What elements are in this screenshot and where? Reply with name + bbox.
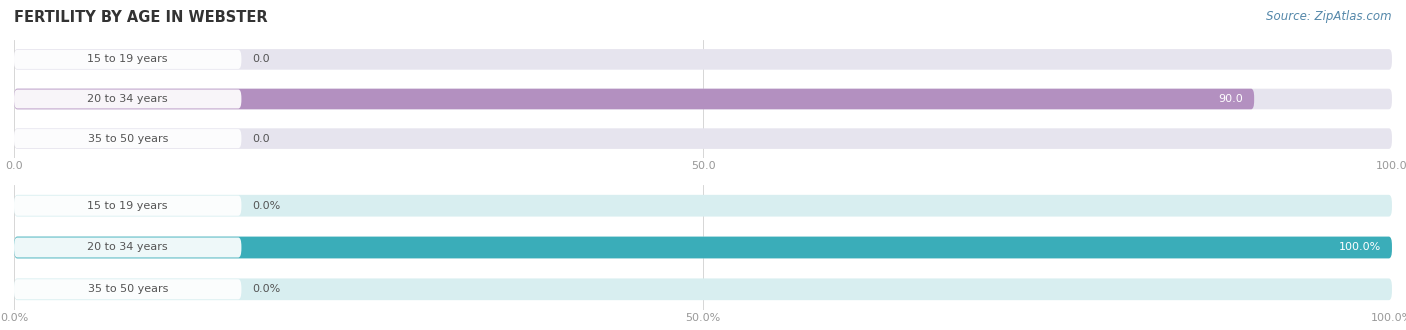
- FancyBboxPatch shape: [14, 49, 1392, 70]
- Text: 0.0: 0.0: [253, 134, 270, 144]
- FancyBboxPatch shape: [14, 195, 1392, 216]
- FancyBboxPatch shape: [14, 237, 1392, 258]
- Text: 15 to 19 years: 15 to 19 years: [87, 201, 167, 211]
- FancyBboxPatch shape: [14, 238, 242, 257]
- FancyBboxPatch shape: [14, 89, 1254, 109]
- Text: 90.0: 90.0: [1219, 94, 1243, 104]
- FancyBboxPatch shape: [14, 279, 242, 299]
- Text: 20 to 34 years: 20 to 34 years: [87, 94, 169, 104]
- FancyBboxPatch shape: [14, 128, 1392, 149]
- Text: Source: ZipAtlas.com: Source: ZipAtlas.com: [1267, 10, 1392, 23]
- FancyBboxPatch shape: [14, 89, 242, 109]
- FancyBboxPatch shape: [14, 129, 242, 148]
- Text: 0.0: 0.0: [253, 54, 270, 64]
- Text: 35 to 50 years: 35 to 50 years: [87, 134, 167, 144]
- Text: 15 to 19 years: 15 to 19 years: [87, 54, 167, 64]
- FancyBboxPatch shape: [14, 237, 1392, 258]
- FancyBboxPatch shape: [14, 89, 1392, 109]
- FancyBboxPatch shape: [14, 50, 242, 69]
- FancyBboxPatch shape: [14, 279, 1392, 300]
- Text: 20 to 34 years: 20 to 34 years: [87, 243, 169, 252]
- Text: 0.0%: 0.0%: [253, 201, 281, 211]
- Text: FERTILITY BY AGE IN WEBSTER: FERTILITY BY AGE IN WEBSTER: [14, 10, 267, 25]
- Text: 35 to 50 years: 35 to 50 years: [87, 284, 167, 294]
- FancyBboxPatch shape: [14, 196, 242, 216]
- Text: 0.0%: 0.0%: [253, 284, 281, 294]
- Text: 100.0%: 100.0%: [1339, 243, 1381, 252]
